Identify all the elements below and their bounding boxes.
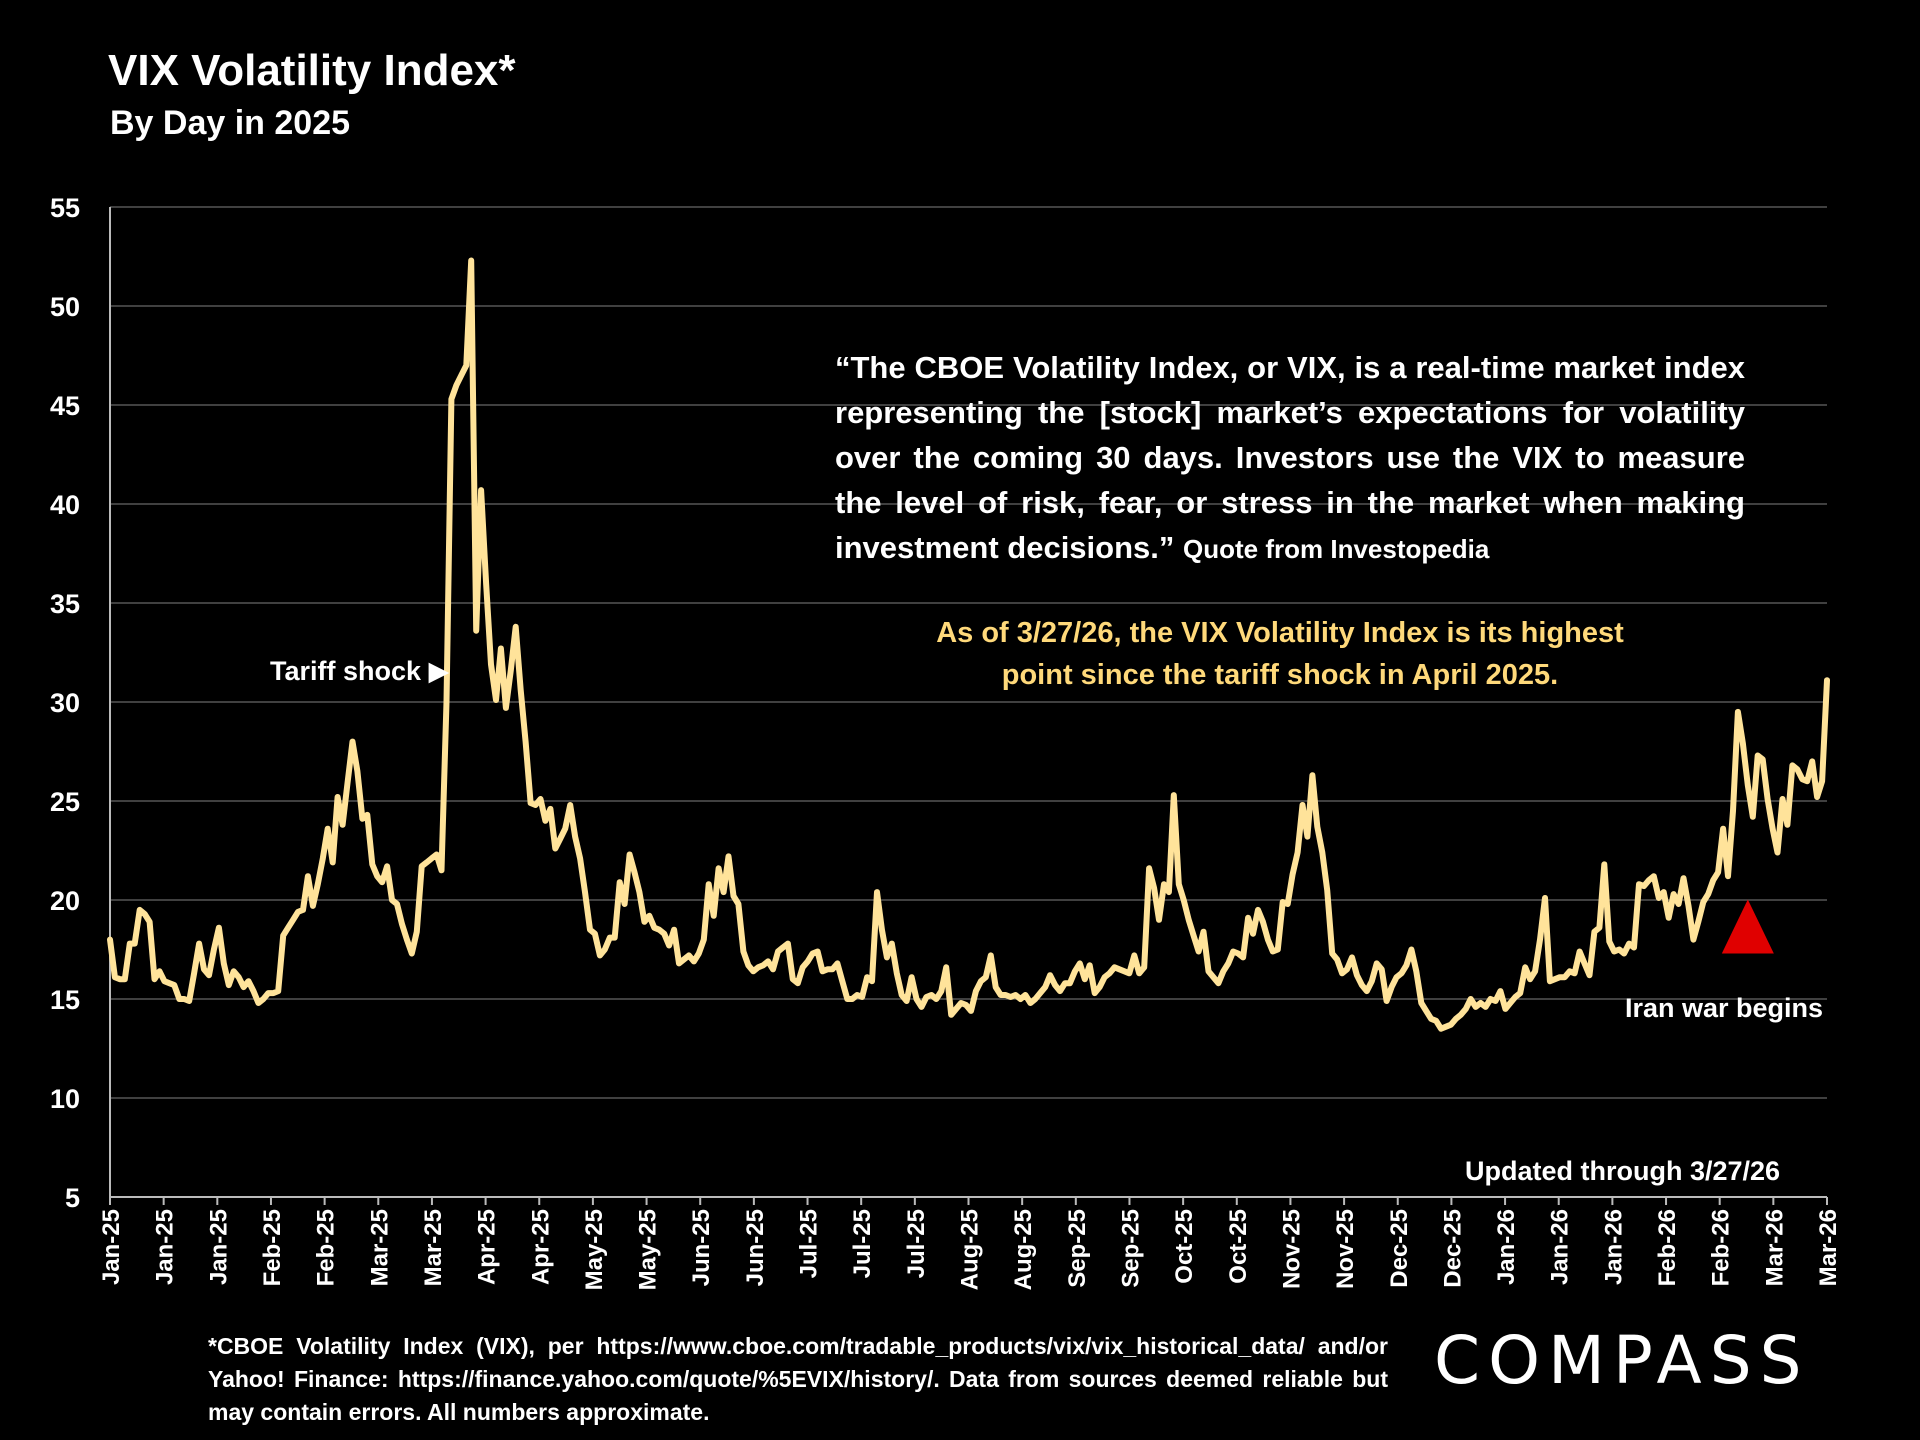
vix-series-line: [107, 257, 1830, 1032]
x-tick-label: May-25: [581, 1209, 608, 1290]
x-tick-label: Feb-26: [1654, 1209, 1681, 1286]
y-tick-label: 15: [50, 985, 80, 1015]
x-tick-label: Jun-25: [742, 1209, 769, 1286]
x-tick-label: Nov-25: [1332, 1209, 1359, 1289]
x-tick-label: Jan-26: [1600, 1209, 1627, 1285]
highlight-note: As of 3/27/26, the VIX Volatility Index …: [840, 612, 1720, 696]
chart-subtitle: By Day in 2025: [110, 104, 351, 142]
y-tick-label: 5: [65, 1183, 80, 1213]
x-tick-label: Jan-25: [152, 1209, 179, 1285]
x-tick-label: Nov-25: [1278, 1209, 1305, 1289]
x-tick-label: Jan-26: [1493, 1209, 1520, 1285]
iran-war-marker-triangle: [1721, 899, 1774, 954]
highlight-line-2: point since the tariff shock in April 20…: [1001, 659, 1559, 691]
x-tick-label: Feb-25: [259, 1209, 286, 1286]
x-tick-label: Feb-25: [313, 1209, 340, 1286]
x-tick-label: Dec-25: [1439, 1209, 1466, 1288]
x-tick-label: Jan-26: [1547, 1209, 1574, 1285]
x-tick-label: Apr-25: [527, 1209, 554, 1285]
updated-note: Updated through 3/27/26: [1465, 1156, 1781, 1186]
x-tick-label: May-25: [635, 1209, 662, 1290]
y-tick-label: 10: [50, 1084, 80, 1114]
quote-text: “The CBOE Volatility Index, or VIX, is a…: [835, 350, 1745, 565]
x-tick-label: Jul-25: [796, 1209, 823, 1278]
chart-title: VIX Volatility Index*: [108, 46, 516, 95]
y-tick-label: 45: [50, 391, 80, 421]
x-tick-label: Sep-25: [1117, 1209, 1144, 1288]
y-tick-label: 25: [50, 787, 80, 817]
highlight-line-1: As of 3/27/26, the VIX Volatility Index …: [936, 617, 1624, 649]
x-tick-label: Oct-25: [1225, 1209, 1252, 1284]
y-tick-label: 30: [50, 688, 80, 718]
x-tick-label: Jul-25: [903, 1209, 930, 1278]
iran-war-annotation: Iran war begins: [1625, 993, 1824, 1023]
investopedia-quote: “The CBOE Volatility Index, or VIX, is a…: [835, 345, 1745, 572]
x-tick-label: Apr-25: [474, 1209, 501, 1285]
x-tick-label: Feb-26: [1708, 1209, 1735, 1286]
y-tick-label: 40: [50, 490, 80, 520]
x-tick-label: Aug-25: [957, 1209, 984, 1290]
x-tick-label: Mar-26: [1815, 1209, 1842, 1286]
x-tick-label: Jan-25: [205, 1209, 232, 1285]
y-tick-label: 55: [50, 193, 80, 223]
x-tick-label: Mar-26: [1761, 1209, 1788, 1286]
x-tick-label: Oct-25: [1171, 1209, 1198, 1284]
compass-logo: COMPASS: [1434, 1322, 1810, 1399]
x-tick-label: Sep-25: [1064, 1209, 1091, 1288]
x-tick-label: Aug-25: [1010, 1209, 1037, 1290]
tariff-shock-annotation: Tariff shock ▶: [270, 656, 450, 686]
y-tick-label: 20: [50, 886, 80, 916]
x-tick-label: Jun-25: [688, 1209, 715, 1286]
footnote: *CBOE Volatility Index (VIX), per https:…: [208, 1333, 1388, 1425]
y-tick-label: 50: [50, 292, 80, 322]
x-tick-label: Jan-25: [98, 1209, 125, 1285]
x-tick-label: Mar-25: [420, 1209, 447, 1286]
quote-source: Quote from Investopedia: [1183, 534, 1490, 564]
x-tick-label: Jul-25: [849, 1209, 876, 1278]
x-tick-label: Mar-25: [366, 1209, 393, 1286]
x-tick-label: Dec-25: [1386, 1209, 1413, 1288]
y-tick-label: 35: [50, 589, 80, 619]
